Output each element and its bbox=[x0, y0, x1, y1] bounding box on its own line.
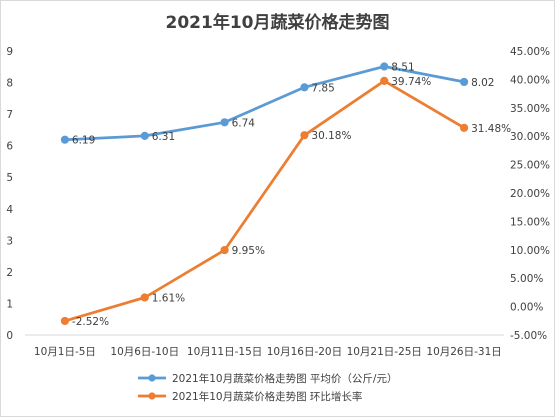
data-point bbox=[380, 76, 389, 85]
y-left-tick-label: 9 bbox=[6, 46, 13, 58]
data-point bbox=[60, 135, 70, 144]
y-left-tick-label: 3 bbox=[6, 235, 13, 247]
legend-marker bbox=[148, 392, 156, 400]
y-right-tick-label: 45.00% bbox=[510, 46, 550, 58]
series-line-avg-price bbox=[64, 65, 465, 142]
y-left-tick-label: 6 bbox=[6, 141, 13, 153]
x-tick-label: 10月16日-20日 bbox=[267, 346, 342, 358]
data-point bbox=[140, 293, 149, 302]
data-point bbox=[459, 77, 469, 87]
data-label: 6.74 bbox=[232, 117, 256, 129]
data-point bbox=[459, 123, 469, 132]
y-right-tick-label: 0.00% bbox=[510, 302, 543, 314]
y-left-tick-label: 8 bbox=[6, 78, 13, 90]
data-label: -2.52% bbox=[72, 316, 109, 328]
y-right-tick-label: -5.00% bbox=[510, 330, 547, 342]
y-left-tick-label: 7 bbox=[6, 109, 13, 121]
y-left-tick-label: 1 bbox=[6, 298, 13, 310]
x-tick-label: 10月6日-10日 bbox=[110, 346, 179, 358]
data-label: 6.31 bbox=[152, 131, 175, 143]
data-point bbox=[300, 131, 309, 140]
y-left-tick-label: 0 bbox=[6, 330, 13, 342]
x-tick-label: 10月1日-5日 bbox=[34, 346, 96, 358]
data-label: 9.95% bbox=[232, 245, 265, 257]
x-tick-label: 10月11日-15日 bbox=[187, 346, 262, 358]
series-line-growth-rate bbox=[64, 79, 465, 323]
y-right-tick-label: 30.00% bbox=[510, 131, 550, 143]
y-left-tick-label: 2 bbox=[6, 267, 13, 279]
y-left-tick-label: 4 bbox=[6, 204, 13, 216]
y-right-tick-label: 15.00% bbox=[510, 216, 550, 228]
y-right-tick-label: 35.00% bbox=[510, 103, 550, 115]
data-point bbox=[140, 131, 149, 140]
data-point bbox=[60, 316, 70, 326]
data-point bbox=[380, 62, 389, 71]
data-point bbox=[220, 118, 229, 127]
x-tick-label: 10月21日-25日 bbox=[347, 346, 422, 358]
data-label: 31.48% bbox=[471, 123, 511, 135]
data-label: 8.02 bbox=[471, 77, 494, 89]
legend-label: 2021年10月蔬菜价格走势图 平均价（公斤/元） bbox=[172, 372, 397, 385]
data-point bbox=[300, 83, 309, 92]
data-label: 30.18% bbox=[311, 130, 351, 142]
x-tick-label: 10月26日-31日 bbox=[426, 346, 501, 358]
legend-label: 2021年10月蔬菜价格走势图 环比增长率 bbox=[172, 390, 362, 403]
y-right-tick-label: 20.00% bbox=[510, 188, 550, 200]
y-right-tick-label: 10.00% bbox=[510, 245, 550, 257]
y-right-tick-label: 40.00% bbox=[510, 74, 550, 86]
chart-title: 2021年10月蔬菜价格走势图 bbox=[165, 13, 390, 33]
data-label: 6.19 bbox=[72, 135, 95, 147]
legend-marker bbox=[148, 374, 156, 382]
data-label: 39.74% bbox=[391, 76, 431, 88]
data-label: 1.61% bbox=[152, 292, 185, 304]
y-right-tick-label: 25.00% bbox=[510, 160, 550, 172]
y-left-tick-label: 5 bbox=[6, 172, 13, 184]
data-point bbox=[220, 245, 229, 255]
data-label: 7.85 bbox=[311, 82, 334, 94]
data-label: 8.51 bbox=[391, 61, 414, 73]
y-right-tick-label: 5.00% bbox=[510, 273, 543, 285]
